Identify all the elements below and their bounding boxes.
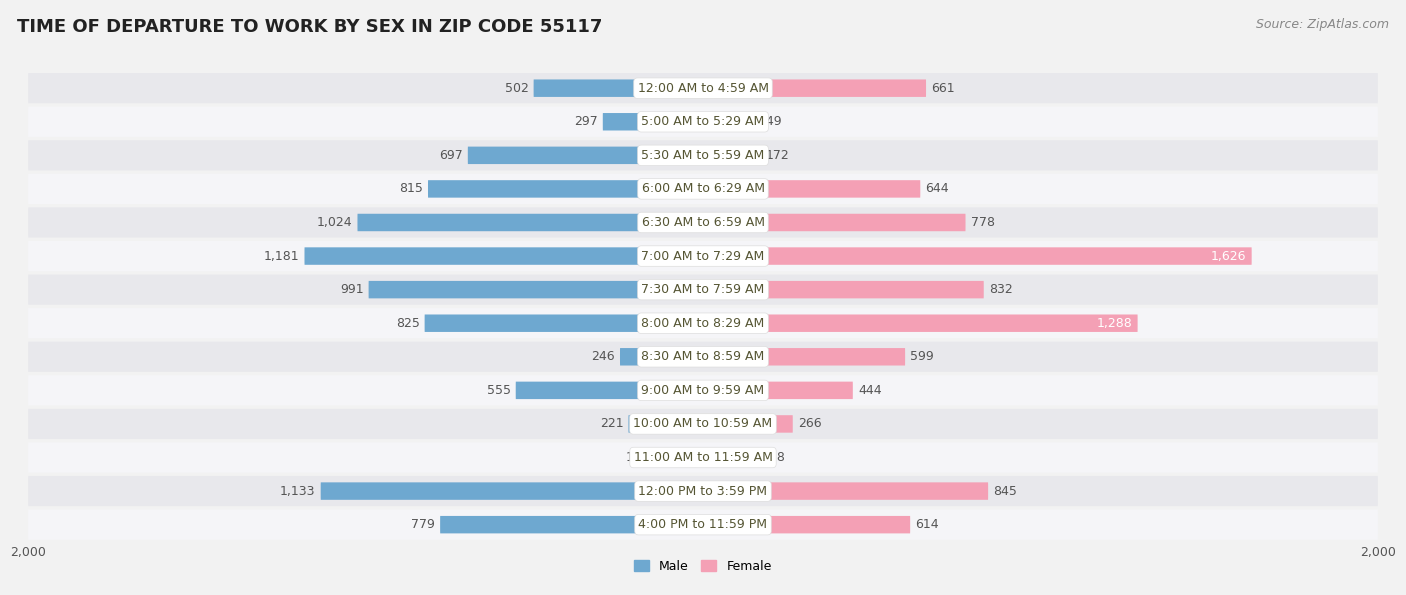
FancyBboxPatch shape xyxy=(620,348,703,365)
FancyBboxPatch shape xyxy=(703,415,793,433)
Text: 9:00 AM to 9:59 AM: 9:00 AM to 9:59 AM xyxy=(641,384,765,397)
FancyBboxPatch shape xyxy=(703,381,853,399)
Text: 614: 614 xyxy=(915,518,939,531)
FancyBboxPatch shape xyxy=(703,248,1251,265)
Text: 779: 779 xyxy=(411,518,434,531)
FancyBboxPatch shape xyxy=(703,281,984,298)
FancyBboxPatch shape xyxy=(703,80,927,97)
FancyBboxPatch shape xyxy=(468,146,703,164)
Text: 221: 221 xyxy=(600,418,623,430)
Text: 6:00 AM to 6:29 AM: 6:00 AM to 6:29 AM xyxy=(641,183,765,195)
Text: 778: 778 xyxy=(970,216,994,229)
FancyBboxPatch shape xyxy=(28,509,1378,540)
Text: 661: 661 xyxy=(931,82,955,95)
FancyBboxPatch shape xyxy=(427,180,703,198)
FancyBboxPatch shape xyxy=(603,113,703,130)
FancyBboxPatch shape xyxy=(305,248,703,265)
FancyBboxPatch shape xyxy=(703,348,905,365)
FancyBboxPatch shape xyxy=(368,281,703,298)
Text: 6:30 AM to 6:59 AM: 6:30 AM to 6:59 AM xyxy=(641,216,765,229)
FancyBboxPatch shape xyxy=(516,381,703,399)
FancyBboxPatch shape xyxy=(534,80,703,97)
Text: 4:00 PM to 11:59 PM: 4:00 PM to 11:59 PM xyxy=(638,518,768,531)
FancyBboxPatch shape xyxy=(654,449,703,466)
Text: 815: 815 xyxy=(399,183,423,195)
FancyBboxPatch shape xyxy=(703,146,761,164)
Text: 991: 991 xyxy=(340,283,364,296)
FancyBboxPatch shape xyxy=(357,214,703,231)
FancyBboxPatch shape xyxy=(321,483,703,500)
Text: 10:00 AM to 10:59 AM: 10:00 AM to 10:59 AM xyxy=(634,418,772,430)
Text: 12:00 AM to 4:59 AM: 12:00 AM to 4:59 AM xyxy=(637,82,769,95)
FancyBboxPatch shape xyxy=(425,315,703,332)
Text: 12:00 PM to 3:59 PM: 12:00 PM to 3:59 PM xyxy=(638,484,768,497)
Text: TIME OF DEPARTURE TO WORK BY SEX IN ZIP CODE 55117: TIME OF DEPARTURE TO WORK BY SEX IN ZIP … xyxy=(17,18,602,36)
Legend: Male, Female: Male, Female xyxy=(630,555,776,578)
Text: 297: 297 xyxy=(574,115,598,129)
Text: 832: 832 xyxy=(988,283,1012,296)
FancyBboxPatch shape xyxy=(28,476,1378,506)
FancyBboxPatch shape xyxy=(28,342,1378,372)
FancyBboxPatch shape xyxy=(703,315,1137,332)
FancyBboxPatch shape xyxy=(28,308,1378,339)
Text: 266: 266 xyxy=(797,418,821,430)
Text: 555: 555 xyxy=(486,384,510,397)
Text: 172: 172 xyxy=(766,149,790,162)
FancyBboxPatch shape xyxy=(28,274,1378,305)
Text: 144: 144 xyxy=(626,451,650,464)
FancyBboxPatch shape xyxy=(28,443,1378,472)
Text: 502: 502 xyxy=(505,82,529,95)
Text: 7:00 AM to 7:29 AM: 7:00 AM to 7:29 AM xyxy=(641,249,765,262)
FancyBboxPatch shape xyxy=(703,113,754,130)
FancyBboxPatch shape xyxy=(28,174,1378,204)
Text: 697: 697 xyxy=(439,149,463,162)
Text: 5:00 AM to 5:29 AM: 5:00 AM to 5:29 AM xyxy=(641,115,765,129)
Text: Source: ZipAtlas.com: Source: ZipAtlas.com xyxy=(1256,18,1389,31)
Text: 825: 825 xyxy=(395,317,419,330)
FancyBboxPatch shape xyxy=(28,375,1378,405)
FancyBboxPatch shape xyxy=(703,214,966,231)
Text: 149: 149 xyxy=(758,115,782,129)
FancyBboxPatch shape xyxy=(703,483,988,500)
Text: 599: 599 xyxy=(910,350,934,364)
FancyBboxPatch shape xyxy=(703,449,756,466)
Text: 8:00 AM to 8:29 AM: 8:00 AM to 8:29 AM xyxy=(641,317,765,330)
Text: 1,626: 1,626 xyxy=(1211,249,1247,262)
Text: 845: 845 xyxy=(993,484,1017,497)
FancyBboxPatch shape xyxy=(28,208,1378,237)
Text: 11:00 AM to 11:59 AM: 11:00 AM to 11:59 AM xyxy=(634,451,772,464)
Text: 644: 644 xyxy=(925,183,949,195)
FancyBboxPatch shape xyxy=(628,415,703,433)
Text: 5:30 AM to 5:59 AM: 5:30 AM to 5:59 AM xyxy=(641,149,765,162)
Text: 158: 158 xyxy=(762,451,786,464)
Text: 1,024: 1,024 xyxy=(316,216,353,229)
FancyBboxPatch shape xyxy=(703,180,921,198)
Text: 7:30 AM to 7:59 AM: 7:30 AM to 7:59 AM xyxy=(641,283,765,296)
FancyBboxPatch shape xyxy=(28,140,1378,170)
FancyBboxPatch shape xyxy=(703,516,910,533)
Text: 1,181: 1,181 xyxy=(264,249,299,262)
FancyBboxPatch shape xyxy=(28,241,1378,271)
FancyBboxPatch shape xyxy=(28,107,1378,137)
FancyBboxPatch shape xyxy=(28,409,1378,439)
Text: 444: 444 xyxy=(858,384,882,397)
Text: 1,133: 1,133 xyxy=(280,484,315,497)
Text: 246: 246 xyxy=(592,350,614,364)
FancyBboxPatch shape xyxy=(28,73,1378,104)
FancyBboxPatch shape xyxy=(440,516,703,533)
Text: 1,288: 1,288 xyxy=(1097,317,1133,330)
Text: 8:30 AM to 8:59 AM: 8:30 AM to 8:59 AM xyxy=(641,350,765,364)
